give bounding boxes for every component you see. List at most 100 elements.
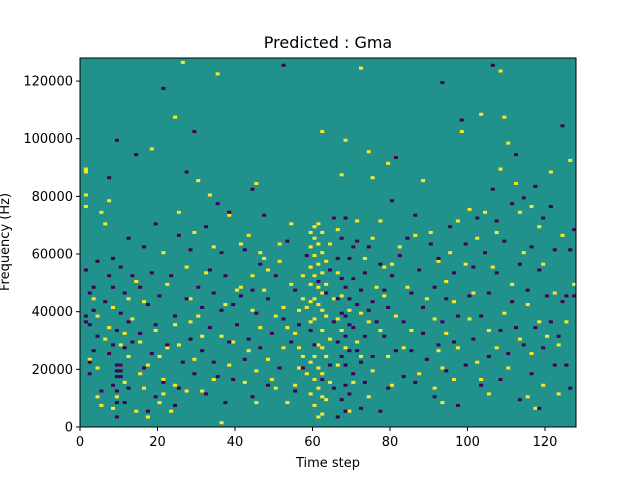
heatmap-cell-low [200,305,205,309]
heatmap-cell-high [219,334,224,338]
heatmap-cell-high [382,265,387,269]
heatmap-cell-low [219,251,224,255]
heatmap-cell-high [300,274,305,278]
heatmap-cell-high [366,395,371,399]
x-tick-label: 100 [455,435,480,450]
heatmap-cell-low [262,213,267,217]
heatmap-cell-low [463,242,468,246]
heatmap-cell-high [347,409,352,413]
heatmap-cell-low [537,268,542,272]
heatmap-cell-high [506,366,511,370]
heatmap-cell-high [161,251,166,255]
heatmap-cell-low [138,285,143,289]
heatmap-cell-low [320,377,325,382]
heatmap-cell-high [359,354,364,358]
heatmap-cell-high [459,130,464,134]
heatmap-cell-low [339,236,344,240]
heatmap-cell-low [432,395,437,399]
heatmap-cell-high [393,314,398,318]
heatmap-cell-low [83,320,88,324]
heatmap-cell-high [118,343,123,347]
heatmap-cell-low [99,389,104,393]
heatmap-cell-low [297,323,302,327]
heatmap-cell-low [138,331,143,335]
heatmap-cell-high [165,282,170,286]
heatmap-cell-low [467,294,472,298]
heatmap-cell-low [238,294,243,298]
heatmap-cell-high [173,383,178,387]
heatmap-cell-low [494,219,499,223]
heatmap-cell-low [118,369,123,373]
heatmap-cell-low [122,346,127,350]
heatmap-cell-low [486,354,491,358]
heatmap-cell-low [343,363,348,367]
heatmap-cell-high [114,395,119,399]
heatmap-cell-low [355,349,360,353]
heatmap-cell-low [111,343,116,347]
heatmap-cell-high [498,69,503,73]
heatmap-cell-high [273,314,278,318]
heatmap-cell-high [390,262,395,266]
heatmap-cell-high [289,282,294,286]
heatmap-cell-high [572,282,577,286]
heatmap-cell-low [556,334,561,338]
heatmap-cell-low [91,349,96,353]
heatmap-cell-low [95,259,100,263]
heatmap-cell-high [537,225,542,229]
heatmap-cell-high [510,282,515,286]
heatmap-cell-high [490,265,495,269]
heatmap-cell-high [386,161,391,165]
heatmap-cell-low [424,357,429,361]
heatmap-cell-low [351,245,356,249]
x-tick-label: 40 [227,435,244,450]
heatmap-cell-high [312,403,317,407]
heatmap-cell-high [157,401,162,405]
heatmap-cell-high [83,167,88,171]
heatmap-cell-low [335,415,340,419]
heatmap-cell-low [111,256,116,260]
heatmap-cell-high [440,366,445,370]
heatmap-cell-low [227,210,232,214]
heatmap-cell-high [266,357,271,361]
heatmap-cell-low [351,326,356,330]
heatmap-cell-high [223,303,228,307]
heatmap-cell-low [266,297,271,301]
heatmap-cell-high [331,297,336,301]
heatmap-cell-low [223,274,228,278]
heatmap-cell-high [103,222,108,226]
heatmap-cell-high [339,328,344,333]
heatmap-cell-high [83,193,88,197]
heatmap-cell-low [521,196,526,200]
heatmap-cell-high [541,383,546,387]
heatmap-cell-high [506,141,511,145]
heatmap-cell-low [207,268,212,272]
heatmap-cell-high [122,331,127,335]
heatmap-cell-high [293,331,298,335]
heatmap-cell-low [417,268,422,272]
heatmap-cell-high [238,285,243,289]
heatmap-cell-high [455,219,460,223]
heatmap-cell-high [188,297,193,301]
heatmap-cell-high [297,308,302,312]
heatmap-cell-high [227,363,232,367]
heatmap-cell-high [219,421,224,425]
heatmap-cell-high [432,386,437,390]
heatmap-cell-high [436,349,441,353]
heatmap-cell-high [138,372,143,376]
heatmap-cell-high [262,288,267,292]
heatmap-cell-high [370,236,375,240]
heatmap-cell-low [250,187,255,191]
heatmap-cell-high [192,230,197,234]
heatmap-cell-low [471,265,476,269]
heatmap-cell-high [149,147,154,151]
heatmap-cell-low [529,245,534,249]
heatmap-cell-high [521,251,526,255]
heatmap-cell-low [339,277,344,281]
heatmap-cell-high [486,392,491,396]
heatmap-cell-low [514,326,519,330]
heatmap-cell-high [529,205,534,209]
heatmap-cell-low [184,170,189,174]
heatmap-cell-low [564,363,569,367]
heatmap-cell-low [343,285,348,289]
